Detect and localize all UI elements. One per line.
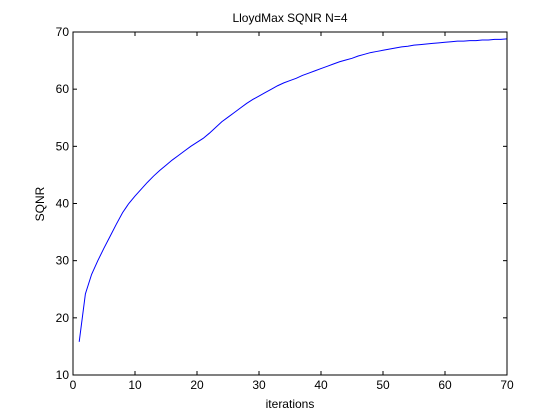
x-axis-label: iterations	[266, 397, 315, 411]
series-line	[78, 38, 508, 342]
x-tick-label: 40	[314, 378, 328, 392]
x-axis-ticks: 0 10 20 30 40 50 60 70	[70, 32, 514, 392]
y-tick-label: 20	[56, 311, 70, 325]
y-axis-label: SQNR	[33, 186, 47, 221]
y-tick-label: 30	[56, 254, 70, 268]
x-tick-label: 70	[500, 378, 514, 392]
series-layer	[78, 38, 508, 342]
x-tick-label: 50	[376, 378, 390, 392]
x-tick-label: 10	[128, 378, 142, 392]
x-tick-label: 20	[190, 378, 204, 392]
y-tick-label: 50	[56, 139, 70, 153]
plot-area-background	[73, 32, 507, 375]
y-tick-label: 60	[56, 82, 70, 96]
y-axis-ticks: 10 20 30 40 50 60 70	[56, 25, 507, 382]
chart-title: LloydMax SQNR N=4	[232, 11, 347, 25]
y-tick-label: 40	[56, 197, 70, 211]
x-tick-label: 30	[252, 378, 266, 392]
y-tick-label: 10	[56, 368, 70, 382]
x-tick-label: 60	[438, 378, 452, 392]
y-tick-label: 70	[56, 25, 70, 39]
x-tick-label: 0	[70, 378, 77, 392]
